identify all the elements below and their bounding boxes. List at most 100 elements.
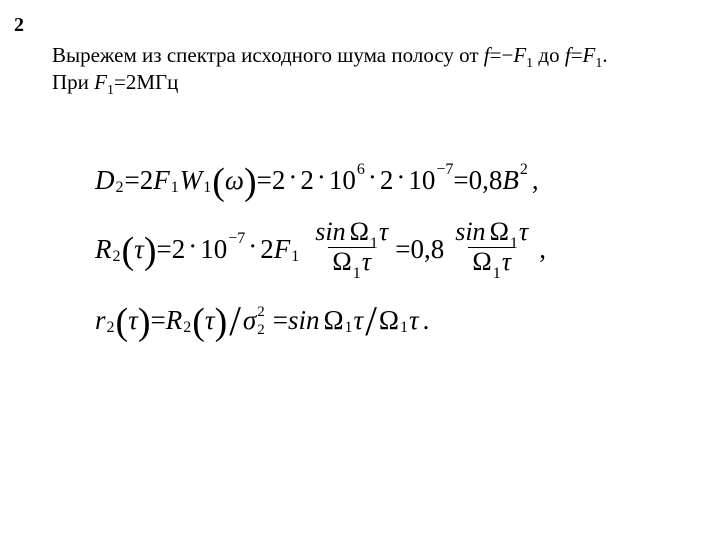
superscript: −7 (436, 161, 453, 179)
var-F: F (94, 70, 107, 94)
lparen: ( (122, 229, 135, 273)
subscript: 1 (203, 179, 211, 197)
var-R: R (166, 305, 183, 336)
lparen: ( (212, 160, 225, 204)
subscript: 1 (171, 179, 179, 197)
equals: = (257, 165, 272, 196)
equals: = (125, 165, 140, 196)
subscript: 2 (107, 319, 115, 337)
var-F: F (153, 165, 170, 196)
var-Omega: Ω (350, 217, 369, 246)
var-tau: τ (379, 217, 388, 246)
period: . (423, 305, 430, 336)
var-Omega: Ω (379, 305, 399, 336)
subscript: 1 (345, 319, 353, 337)
body-paragraph: Вырежем из спектра исходного шума полосу… (52, 42, 680, 96)
cdot-icon: · (396, 162, 405, 193)
var-F: F (274, 234, 291, 265)
superscript: 6 (357, 161, 365, 179)
num: 2 (272, 165, 286, 196)
lparen: ( (192, 300, 205, 344)
cdot-icon: · (368, 162, 377, 193)
cdot-icon: · (188, 231, 197, 262)
num: 10 (200, 234, 227, 265)
num: 10 (408, 165, 435, 196)
cdot-icon: · (288, 162, 297, 193)
var-tau: τ (354, 305, 364, 336)
page-number: 2 (14, 14, 24, 37)
comma: , (539, 234, 546, 265)
cdot-icon: · (248, 231, 257, 262)
num: 0,8 (469, 165, 503, 196)
slash-icon: / (365, 298, 377, 346)
text: до (533, 43, 565, 67)
subscript: 1 (353, 265, 361, 282)
subsup: 22 (257, 309, 265, 336)
equals: = (273, 305, 288, 336)
num: 2 (300, 165, 314, 196)
equation-1: D2 = 2 F1 W1 (ω) = 2·2·106 ·2·10−7 = 0,8… (95, 158, 546, 202)
equals: = (453, 165, 468, 196)
var-tau: τ (519, 217, 528, 246)
equals: = (395, 234, 410, 265)
sin: sin (288, 305, 320, 336)
lparen: ( (116, 300, 129, 344)
var-tau: τ (205, 305, 215, 336)
text: =− (490, 43, 514, 67)
var-tau: τ (134, 234, 144, 265)
superscript: −7 (228, 230, 245, 248)
fraction: sinΩ1τ Ω1τ (451, 218, 532, 276)
var-D: D (95, 165, 115, 196)
subscript: 1 (400, 319, 408, 337)
rparen: ) (244, 160, 257, 204)
var-R: R (95, 234, 112, 265)
var-Omega: Ω (472, 247, 491, 276)
comma: , (532, 165, 539, 196)
text: При (52, 70, 94, 94)
text: Вырежем из спектра исходного шума полосу… (52, 43, 484, 67)
num: 2 (380, 165, 394, 196)
sin: sin (455, 217, 485, 246)
subscript: 1 (493, 265, 501, 282)
rparen: ) (138, 300, 151, 344)
num: 2 (140, 165, 154, 196)
equation-block: D2 = 2 F1 W1 (ω) = 2·2·106 ·2·10−7 = 0,8… (95, 158, 546, 362)
equals: = (156, 234, 171, 265)
var-tau: τ (409, 305, 419, 336)
var-r: r (95, 305, 106, 336)
rparen: ) (215, 300, 228, 344)
var-sigma: σ (243, 305, 256, 336)
subscript: 2 (183, 319, 191, 337)
text: . (602, 43, 607, 67)
var-omega: ω (225, 165, 244, 196)
text: =2МГц (114, 70, 178, 94)
subscript: 1 (291, 248, 299, 266)
subscript: 1 (107, 83, 114, 98)
subscript: 1 (510, 235, 518, 252)
equation-2: R2 (τ) = 2·10−7 ·2 F1 sinΩ1τ Ω1τ = 0,8 s… (95, 220, 546, 278)
var-Omega: Ω (323, 305, 343, 336)
var-tau: τ (128, 305, 138, 336)
cdot-icon: · (317, 162, 326, 193)
slash-icon: / (229, 298, 241, 346)
num: 2 (260, 234, 274, 265)
superscript: 2 (520, 161, 528, 179)
rparen: ) (144, 229, 157, 273)
subscript: 2 (116, 179, 124, 197)
subscript: 1 (370, 235, 378, 252)
var-F: F (583, 43, 596, 67)
subscript: 2 (113, 248, 121, 266)
page: 2 Вырежем из спектра исходного шума поло… (0, 0, 720, 540)
sin: sin (315, 217, 345, 246)
var-Omega: Ω (332, 247, 351, 276)
num: 10 (329, 165, 356, 196)
equals: = (151, 305, 166, 336)
fraction: sinΩ1τ Ω1τ (311, 218, 392, 276)
var-Omega: Ω (490, 217, 509, 246)
num: 0,8 (410, 234, 444, 265)
text: = (571, 43, 583, 67)
var-F: F (513, 43, 526, 67)
equation-3: r2 (τ) = R2 (τ) / σ22 = sinΩ1τ / Ω1τ . (95, 296, 546, 344)
num: 2 (172, 234, 186, 265)
var-B: B (502, 165, 519, 196)
